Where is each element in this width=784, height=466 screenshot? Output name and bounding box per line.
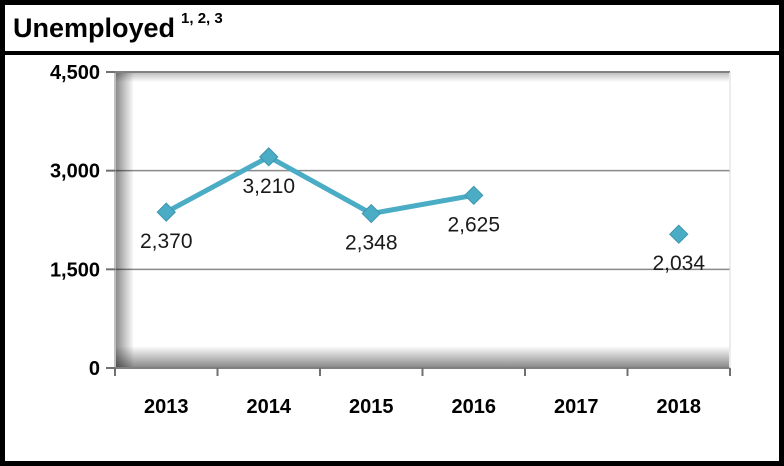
x-axis-category-label: 2017	[554, 396, 599, 418]
y-axis-tick-label: 3,000	[50, 161, 100, 183]
data-point-marker	[464, 185, 484, 206]
chart-title-footnote-markers: 1, 2, 3	[181, 9, 223, 27]
x-axis-category-label: 2015	[349, 396, 394, 418]
line-chart: 0 1,500 3,000 4,500 2013 2014 2015 2016 2017 2018…	[50, 62, 731, 418]
x-axis-category-label: 2013	[144, 396, 189, 418]
data-point-label: 2,348	[345, 232, 398, 255]
data-point-marker	[156, 202, 176, 222]
y-axis-tick-label: 0	[89, 358, 100, 380]
chart-title-bar: Unemployed 1, 2, 3	[5, 5, 779, 55]
chart-title: Unemployed	[13, 12, 176, 43]
plot-shadow-bottom	[116, 346, 729, 367]
x-axis-category-label: 2018	[657, 396, 702, 418]
y-axis-tick-label: 4,500	[50, 62, 100, 84]
x-axis-category-label: 2014	[247, 396, 292, 418]
data-point-marker	[669, 224, 689, 244]
plot-shadow-top	[116, 73, 729, 82]
series-line	[163, 154, 477, 217]
y-axis-tick-label: 1,500	[50, 259, 100, 281]
data-point-label: 3,210	[242, 175, 295, 198]
data-point-marker	[361, 203, 381, 224]
data-point-marker	[259, 147, 279, 167]
data-point-label: 2,034	[652, 252, 705, 275]
data-point-label: 2,370	[140, 230, 193, 253]
chart-area: 0 1,500 3,000 4,500 2013 2014 2015 2016 2017 2018…	[5, 55, 779, 461]
x-axis-category-label: 2016	[452, 396, 497, 418]
data-point-label: 2,625	[447, 213, 500, 236]
plot-shadow-left	[116, 73, 134, 367]
